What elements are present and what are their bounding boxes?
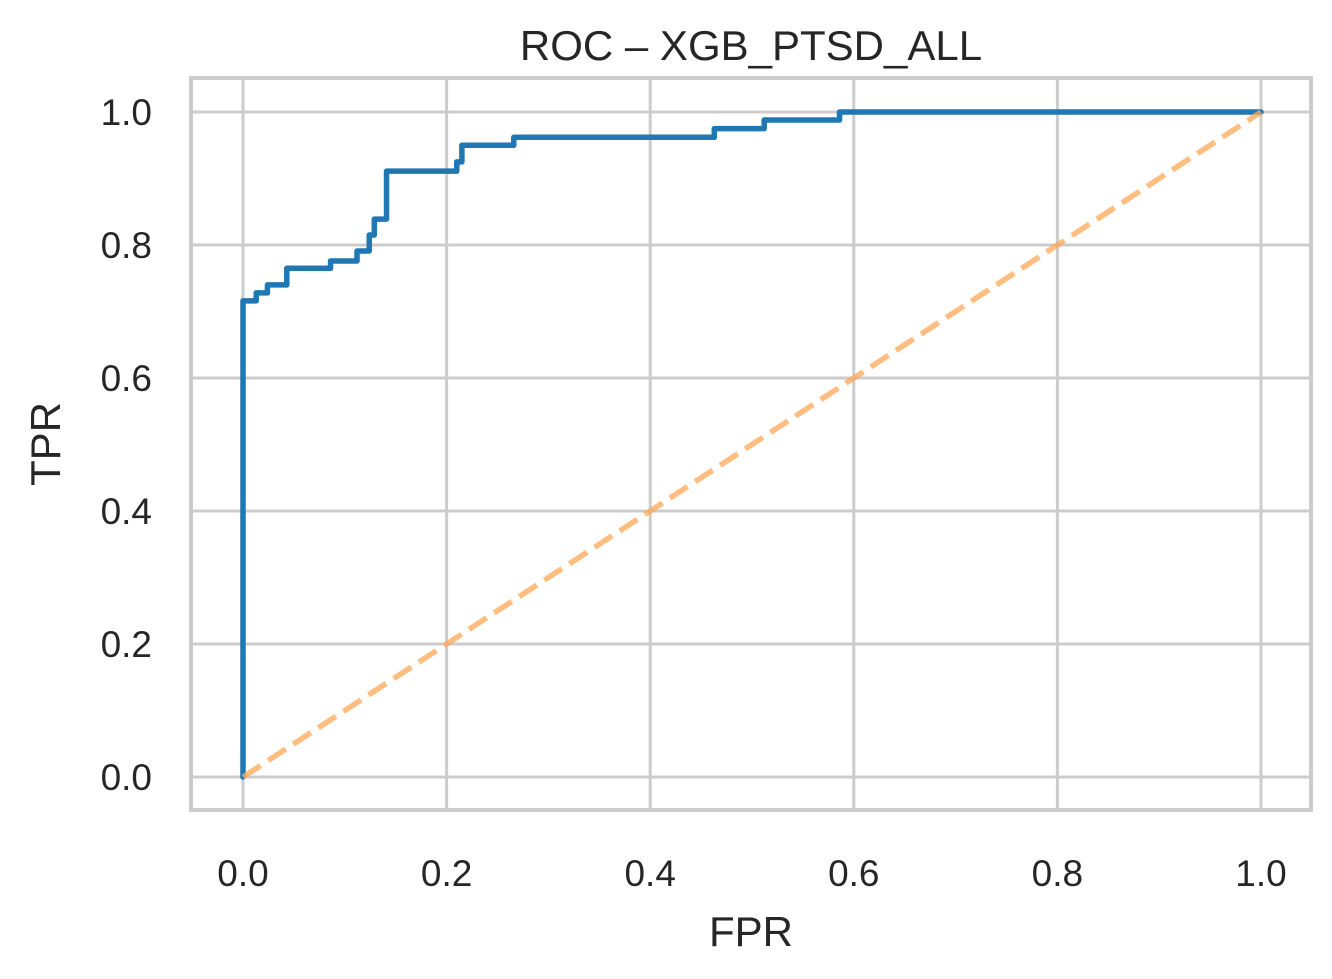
x-tick-label: 0.2 [421,853,472,894]
y-tick-label: 1.0 [101,92,152,133]
y-tick-label: 0.0 [101,757,152,798]
x-axis-label: FPR [709,908,793,955]
x-tick-label: 0.4 [624,853,675,894]
x-tick-labels: 0.0 0.2 0.4 0.6 0.8 1.0 [217,853,1286,894]
y-tick-labels: 0.0 0.2 0.4 0.6 0.8 1.0 [101,92,152,798]
x-tick-label: 1.0 [1235,853,1286,894]
y-axis-label: TPR [22,402,69,486]
y-tick-label: 0.2 [101,624,152,665]
chart-title: ROC – XGB_PTSD_ALL [520,22,982,69]
y-tick-label: 0.6 [101,358,152,399]
plot-series [240,109,1264,780]
x-tick-label: 0.8 [1032,853,1083,894]
axes-frame [189,76,1313,812]
y-tick-label: 0.4 [101,491,152,532]
x-tick-label: 0.0 [217,853,268,894]
y-tick-label: 0.8 [101,225,152,266]
x-tick-label: 0.6 [828,853,879,894]
chance-line [241,109,1263,780]
roc-curve [240,109,1264,780]
grid-lines [191,78,1311,810]
